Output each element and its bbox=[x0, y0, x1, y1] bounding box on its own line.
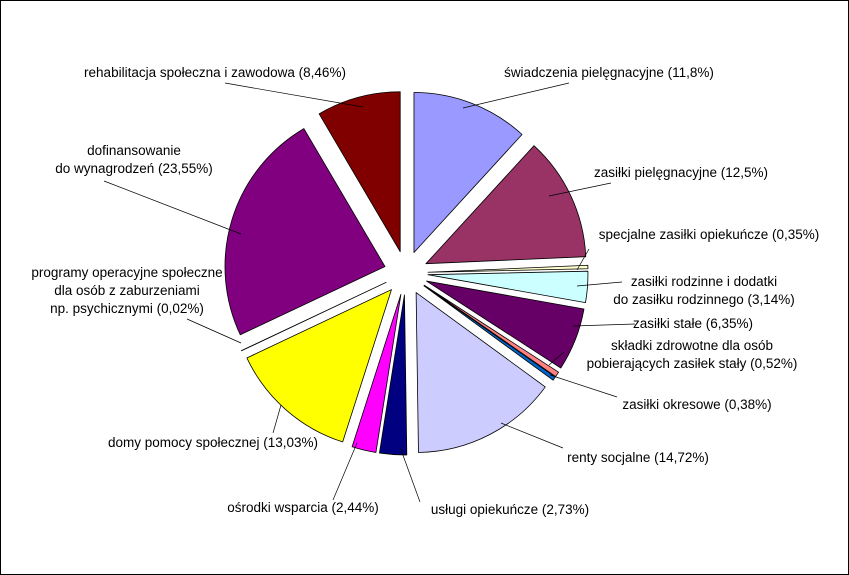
leader-line-8 bbox=[500, 422, 564, 449]
leader-line-6 bbox=[548, 351, 565, 366]
pie-slice-12 bbox=[240, 282, 387, 352]
leader-line-11 bbox=[272, 404, 282, 434]
slice-label-5: zasiłki stałe (6,35%) bbox=[633, 316, 753, 331]
slice-label-11: domy pomocy społecznej (13,03%) bbox=[108, 435, 318, 450]
leader-line-2 bbox=[548, 182, 612, 197]
pie-slice-2 bbox=[425, 145, 587, 265]
slice-label-8: renty socjalne (14,72%) bbox=[567, 450, 709, 465]
slice-label-7: zasiłki okresowe (0,38%) bbox=[622, 397, 771, 412]
pie-slice-14 bbox=[318, 91, 401, 253]
slice-label-6: składki zdrowotne dla osób pobierających … bbox=[587, 338, 798, 371]
slice-label-9: usługi opiekuńcze (2,73%) bbox=[431, 502, 589, 517]
pie-slice-10 bbox=[351, 294, 402, 453]
leader-line-14 bbox=[224, 82, 364, 108]
pie-slice-9 bbox=[379, 294, 408, 456]
pie-slice-4 bbox=[427, 270, 589, 304]
pie-slices bbox=[224, 91, 589, 456]
leader-line-5 bbox=[572, 323, 636, 327]
slice-label-10: ośrodki wsparcia (2,44%) bbox=[227, 500, 379, 515]
slice-label-12: programy operacyjne społeczne dla osób z … bbox=[31, 265, 222, 316]
pie-slice-1 bbox=[413, 92, 523, 253]
slice-label-1: świadczenia pielęgnacyjne (11,8%) bbox=[504, 65, 714, 80]
pie-slice-13 bbox=[224, 128, 386, 336]
slice-label-3: specjalne zasiłki opiekuńcze (0,35%) bbox=[599, 227, 820, 242]
slice-label-14: rehabilitacja społeczna i zawodowa (8,46… bbox=[84, 65, 346, 80]
leader-line-13 bbox=[103, 180, 242, 235]
leader-lines bbox=[103, 82, 636, 503]
leader-line-4 bbox=[576, 281, 623, 287]
pie-slice-11 bbox=[246, 289, 392, 443]
pie-slice-5 bbox=[426, 280, 585, 369]
leader-line-9 bbox=[399, 446, 421, 503]
leader-line-12 bbox=[186, 318, 242, 344]
leader-line-3 bbox=[576, 248, 590, 271]
leader-line-7 bbox=[549, 374, 618, 398]
leader-line-10 bbox=[332, 442, 358, 501]
slice-label-4: zasiłki rodzinne i dodatki do zasiłku rod… bbox=[613, 274, 795, 307]
slice-labels: świadczenia pielęgnacyjne (11,8%) zasiłki… bbox=[31, 65, 819, 517]
pie-slice-8 bbox=[415, 292, 546, 453]
pie-slice-3 bbox=[427, 264, 589, 273]
slice-label-13: dofinansowanie do wynagrodzeń (23,55%) bbox=[55, 143, 213, 176]
leader-line-1 bbox=[462, 82, 570, 109]
slice-label-2: zasiłki pielęgnacyjne (12,5%) bbox=[594, 165, 768, 180]
